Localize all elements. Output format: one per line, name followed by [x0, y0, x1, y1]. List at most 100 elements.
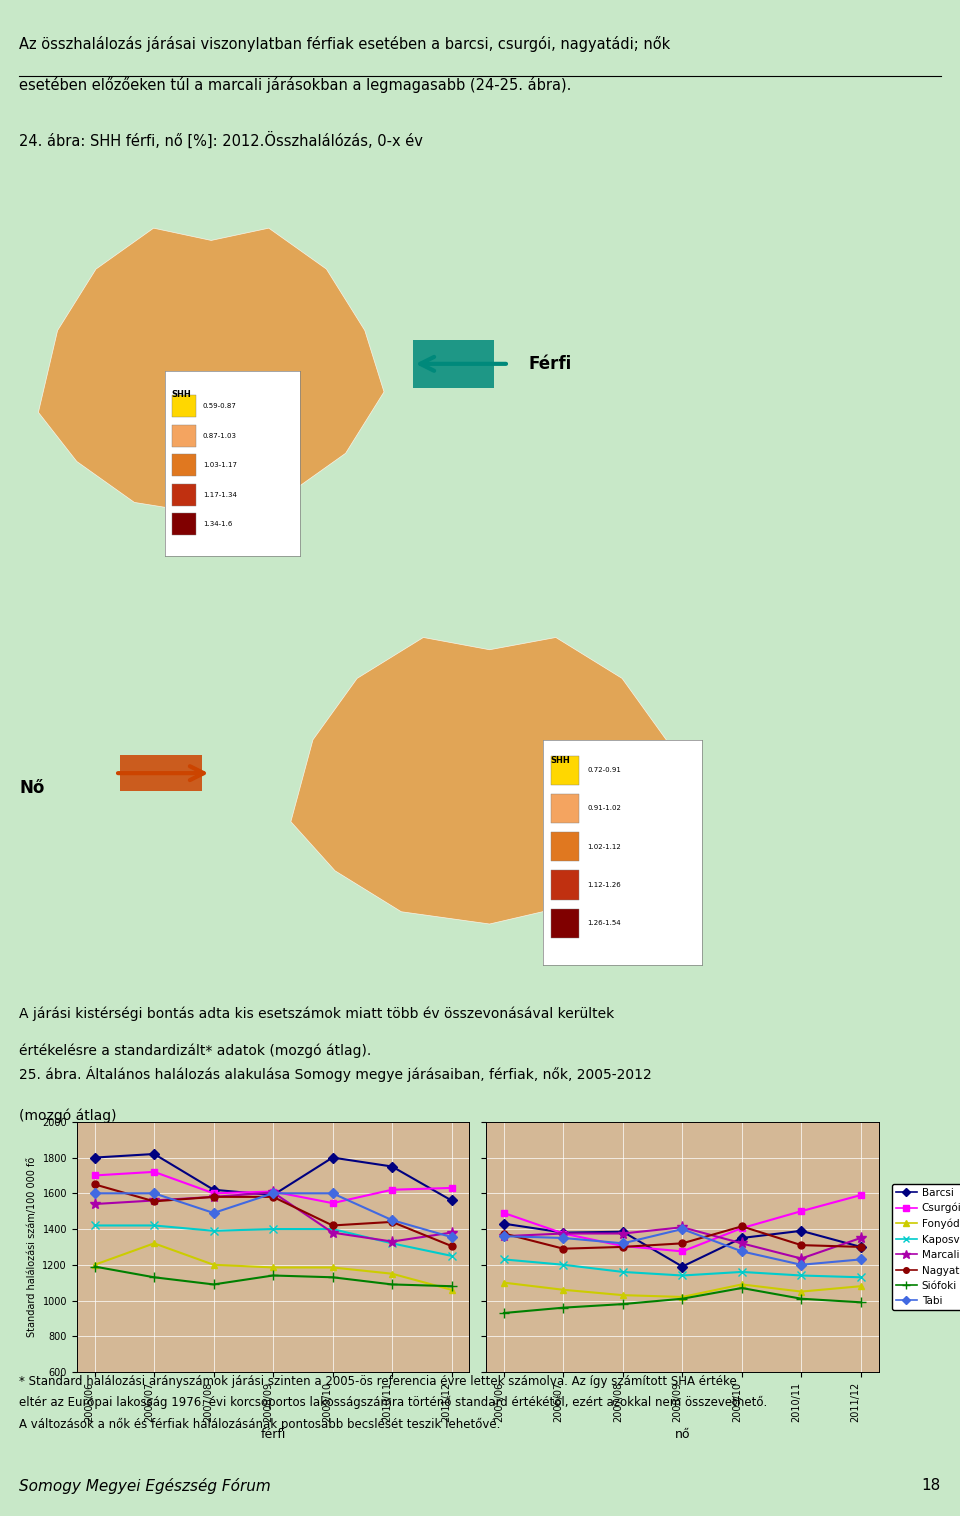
- Csurgói: [89, 1166, 101, 1184]
- Siófoki: [207, 1275, 219, 1293]
- Nagyatádi: [617, 1237, 629, 1255]
- Marcali: [617, 1225, 629, 1243]
- Nagyatádi: [498, 1225, 510, 1243]
- Marcali: [677, 1219, 688, 1237]
- Line: Tabi: Tabi: [91, 1190, 455, 1240]
- Csurgói: [677, 1242, 688, 1260]
- Kaposvári: [677, 1266, 688, 1284]
- Siófoki: [796, 1290, 807, 1308]
- Fonyódi: [677, 1287, 688, 1305]
- Csurgói: [617, 1237, 629, 1255]
- Text: Somogy Megyei Egészség Fórum: Somogy Megyei Egészség Fórum: [19, 1478, 271, 1493]
- Nagyatádi: [149, 1192, 160, 1210]
- Marcali: [267, 1184, 278, 1202]
- Kaposvári: [498, 1251, 510, 1269]
- Siófoki: [677, 1290, 688, 1308]
- Fonyódi: [267, 1258, 278, 1276]
- Marcali: [736, 1234, 748, 1252]
- Csurgói: [267, 1182, 278, 1201]
- Fonyódi: [89, 1255, 101, 1273]
- Barcsi: [149, 1145, 160, 1163]
- Csurgói: [855, 1186, 867, 1204]
- Kaposvári: [386, 1234, 397, 1252]
- Marcali: [445, 1223, 457, 1242]
- Kaposvári: [207, 1222, 219, 1240]
- Text: eltér az Európai lakosság 1976. évi korcsoportos lakosságszámra történő standard: eltér az Európai lakosság 1976. évi korc…: [19, 1396, 767, 1410]
- Kaposvári: [855, 1269, 867, 1287]
- Siófoki: [617, 1295, 629, 1313]
- Tabi: [149, 1184, 160, 1202]
- Polygon shape: [38, 227, 384, 515]
- Barcsi: [445, 1192, 457, 1210]
- Line: Kaposvári: Kaposvári: [90, 1222, 456, 1260]
- Kaposvári: [617, 1263, 629, 1281]
- Barcsi: [855, 1237, 867, 1255]
- Fonyódi: [326, 1258, 338, 1276]
- Tabi: [386, 1211, 397, 1229]
- Fonyódi: [149, 1234, 160, 1252]
- Marcali: [855, 1229, 867, 1248]
- Kaposvári: [796, 1266, 807, 1284]
- Text: (mozgó átlag): (mozgó átlag): [19, 1108, 117, 1123]
- Line: Csurgói: Csurgói: [500, 1192, 864, 1255]
- Nagyatádi: [736, 1217, 748, 1236]
- Line: Barcsi: Barcsi: [91, 1151, 455, 1204]
- Csurgói: [149, 1163, 160, 1181]
- Line: Siófoki: Siófoki: [90, 1261, 456, 1292]
- Text: értékelésre a standardizált* adatok (mozgó átlag).: értékelésre a standardizált* adatok (moz…: [19, 1043, 372, 1058]
- Csurgói: [558, 1225, 569, 1243]
- Line: Nagyatádi: Nagyatádi: [500, 1223, 864, 1252]
- Siófoki: [267, 1266, 278, 1284]
- Text: A változások a nők és férfiak halálozásának pontosabb becslését teszik lehetővé.: A változások a nők és férfiak halálozásá…: [19, 1417, 500, 1431]
- Text: 24. ábra: SHH férfi, nő [%]: 2012.Összhalálózás, 0-x év: 24. ábra: SHH férfi, nő [%]: 2012.Összha…: [19, 132, 423, 149]
- Text: Férfi: Férfi: [528, 355, 571, 373]
- Fonyódi: [386, 1264, 397, 1283]
- Kaposvári: [89, 1216, 101, 1234]
- Tabi: [558, 1229, 569, 1248]
- Line: Siófoki: Siófoki: [499, 1283, 866, 1317]
- Csurgói: [736, 1219, 748, 1237]
- Barcsi: [617, 1222, 629, 1240]
- Line: Marcali: Marcali: [89, 1187, 457, 1248]
- Line: Nagyatádi: Nagyatádi: [91, 1181, 455, 1249]
- Csurgói: [796, 1202, 807, 1220]
- Kaposvári: [149, 1216, 160, 1234]
- Siófoki: [855, 1293, 867, 1311]
- Text: A járási kistérségi bontás adta kis esetszámok miatt több év összevonásával kerü: A járási kistérségi bontás adta kis eset…: [19, 1007, 614, 1022]
- Csurgói: [386, 1181, 397, 1199]
- Legend: Barcsi, Csurgói, Fonyódi, Kaposvári, Marcali, Nagyatádi, Siófoki, Tabi: Barcsi, Csurgói, Fonyódi, Kaposvári, Mar…: [892, 1184, 960, 1310]
- Barcsi: [267, 1186, 278, 1204]
- Nagyatádi: [855, 1237, 867, 1255]
- Y-axis label: Standard halálozási szám/100 000 fő: Standard halálozási szám/100 000 fő: [27, 1157, 36, 1337]
- Nagyatádi: [267, 1189, 278, 1207]
- Fonyódi: [558, 1281, 569, 1299]
- X-axis label: nő: nő: [675, 1428, 690, 1440]
- Nagyatádi: [207, 1189, 219, 1207]
- Barcsi: [498, 1214, 510, 1233]
- Csurgói: [498, 1204, 510, 1222]
- Kaposvári: [558, 1255, 569, 1273]
- Tabi: [89, 1184, 101, 1202]
- Tabi: [855, 1251, 867, 1269]
- Csurgói: [207, 1184, 219, 1202]
- Text: Nő: Nő: [19, 779, 44, 797]
- Polygon shape: [291, 638, 688, 923]
- Barcsi: [796, 1222, 807, 1240]
- Siófoki: [736, 1280, 748, 1298]
- Line: Tabi: Tabi: [500, 1225, 864, 1269]
- Siófoki: [149, 1269, 160, 1287]
- Line: Csurgói: Csurgói: [91, 1169, 455, 1207]
- Kaposvári: [736, 1263, 748, 1281]
- Text: esetében előzőeken túl a marcali járásokban a legmagasabb (24-25. ábra).: esetében előzőeken túl a marcali járások…: [19, 76, 571, 92]
- Fonyódi: [736, 1275, 748, 1293]
- Tabi: [207, 1204, 219, 1222]
- Marcali: [386, 1233, 397, 1251]
- Line: Fonyódi: Fonyódi: [500, 1280, 864, 1301]
- Line: Kaposvári: Kaposvári: [500, 1255, 865, 1281]
- Barcsi: [677, 1257, 688, 1275]
- Line: Fonyódi: Fonyódi: [91, 1240, 455, 1293]
- Tabi: [498, 1226, 510, 1245]
- Siófoki: [326, 1269, 338, 1287]
- Csurgói: [326, 1195, 338, 1213]
- Marcali: [149, 1192, 160, 1210]
